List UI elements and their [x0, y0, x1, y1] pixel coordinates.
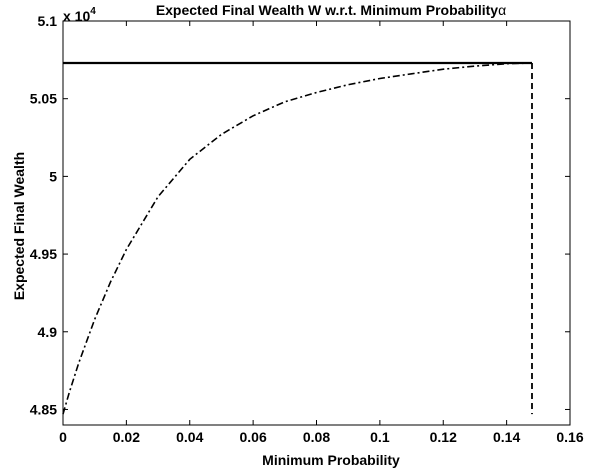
x-tick-label: 0.06 [240, 429, 267, 445]
chart-title: Expected Final Wealth W w.r.t. Minimum P… [156, 2, 506, 18]
x-tick-label: 0.14 [493, 429, 520, 445]
x-tick-label: 0.12 [430, 429, 457, 445]
plot-frame [62, 20, 571, 426]
y-tick-label: 5.1 [38, 13, 58, 29]
x-tick-label: 0 [59, 429, 67, 445]
x-tick-label: 0.04 [176, 429, 203, 445]
y-tick-label: 4.95 [30, 246, 57, 262]
x-axis: 0 0.02 0.04 0.06 0.08 0.1 0.12 0.14 0.16 [59, 21, 584, 445]
y-axis-title: Expected Final Wealth [11, 152, 27, 300]
series-line-dashdot [62, 62, 533, 415]
x-tick-label: 0.08 [303, 429, 330, 445]
x-tick-label: 0.02 [113, 429, 140, 445]
y-tick-label: 4.85 [30, 401, 57, 417]
y-tick-label: 5.05 [30, 91, 57, 107]
series-layer [62, 61, 533, 415]
x-tick-label: 0.1 [370, 429, 390, 445]
x-axis-title: Minimum Probability [262, 452, 400, 468]
y-axis: 4.85 4.9 4.95 5 5.05 5.1 [30, 13, 570, 417]
x-tick-label: 0.16 [556, 429, 583, 445]
y-exponent-label: x 104 [63, 6, 96, 24]
y-tick-label: 4.9 [38, 324, 58, 340]
y-tick-label: 5 [49, 168, 57, 184]
